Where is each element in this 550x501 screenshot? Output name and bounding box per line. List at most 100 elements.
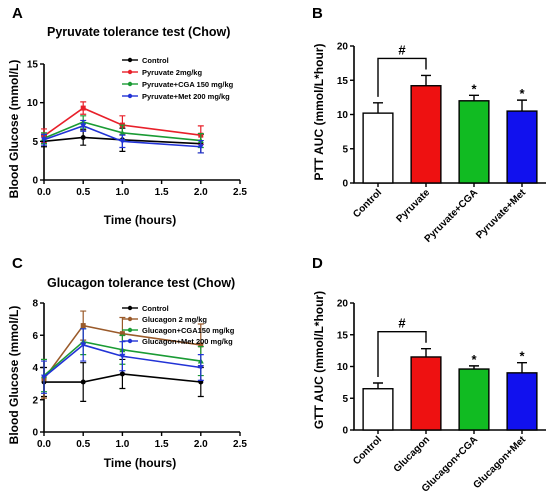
chart-c-legend-label: Glucagon 2 mg/kg [142, 315, 207, 324]
chart-d-xtick-label: Control [351, 434, 384, 467]
chart-c-legend-label: Glucagon+Met 200 mg/kg [142, 337, 233, 346]
chart-a-xtick-label: 0.5 [76, 187, 90, 198]
chart-b-bar [458, 100, 490, 184]
chart-d-ytick-label: 20 [337, 299, 349, 310]
chart-c-point [198, 342, 204, 348]
chart-b-ytick-label: 20 [337, 42, 349, 53]
chart-c-point [80, 342, 87, 348]
chart-a-series-line [43, 136, 201, 145]
chart-c-xtick-label: 1.5 [155, 439, 169, 450]
chart-c-legend-marker [127, 338, 133, 344]
chart-a-legend-label: Pyruvate+CGA 150 mg/kg [142, 80, 234, 89]
chart-d-bar [362, 388, 394, 431]
chart-a-series-line [43, 107, 201, 137]
chart-c-point [80, 379, 86, 385]
chart-d-error-bar [373, 382, 383, 389]
chart-d-significance: * [471, 352, 477, 367]
chart-a-legend-marker [127, 69, 133, 75]
chart-b-bar [362, 112, 394, 184]
chart-c-xlabel: Time (hours) [104, 456, 176, 470]
chart-a-legend-marker [127, 93, 133, 99]
chart-c-xtick-label: 0.5 [76, 439, 90, 450]
chart-d-error-bar [517, 361, 527, 373]
chart-b-ytick-label: 15 [337, 76, 349, 87]
chart-c-xtick-label: 0.0 [37, 439, 51, 450]
chart-c-ytick-label: 2 [32, 395, 38, 406]
chart-c-point [197, 365, 204, 371]
chart-a-ytick-label: 0 [32, 176, 38, 187]
chart-c-xtick-label: 2.5 [233, 439, 247, 450]
chart-b-xtick-label: Pyruvate [394, 187, 432, 225]
chart-c-legend-marker [127, 327, 133, 333]
chart-b-bracket-label: # [398, 42, 406, 57]
chart-c-ytick-label: 8 [32, 299, 38, 310]
chart-b-xtick-label: Pyruvate+Met [474, 187, 528, 241]
chart-c-ytick-label: 4 [32, 363, 38, 374]
chart-d-ylabel: GTT AUC (mmol/L*hour) [312, 291, 326, 429]
chart-a-xtick-label: 1.5 [155, 187, 169, 198]
chart-c-series-line [43, 324, 201, 380]
chart-a-xtick-label: 1.0 [115, 187, 129, 198]
chart-a-xtick-label: 2.0 [194, 187, 208, 198]
chart-a-xlabel: Time (hours) [104, 213, 176, 227]
chart-a-point [80, 105, 86, 111]
chart-c-series-line [44, 373, 201, 383]
panel-label-c: C [12, 255, 23, 272]
chart-d-ytick-label: 5 [342, 394, 348, 405]
chart-a-legend-marker [127, 57, 133, 63]
chart-c-ylabel: Blood Glucose (mmol/L) [7, 306, 21, 445]
panel-label-d: D [312, 255, 323, 272]
chart-b-xtick-label: Control [351, 187, 384, 220]
chart-a-ytick-label: 10 [27, 98, 39, 109]
chart-d-ytick-label: 15 [337, 330, 349, 341]
chart-d-xtick-label: Glucagon [392, 434, 432, 474]
chart-b-bar [410, 85, 442, 184]
chart-a-xtick-label: 0.0 [37, 187, 51, 198]
chart-a-legend-label: Control [142, 56, 169, 65]
chart-a-point [80, 123, 87, 129]
chart-b-error-bar [469, 94, 479, 101]
chart-c-point [119, 331, 125, 337]
panel-label-a: A [12, 5, 23, 22]
chart-c-legend-label: Control [142, 304, 169, 313]
chart-d-bracket-label: # [398, 316, 406, 331]
chart-c-point [80, 323, 86, 329]
chart-d-xtick-label: Glucagon+Met [471, 434, 528, 491]
chart-b-ylabel: PTT AUC (mmol/L*hour) [312, 44, 326, 181]
chart-a-legend: Control Pyruvate 2mg/kg Pyruvate+CGA 150 m… [122, 56, 234, 101]
chart-d-ytick-label: 0 [342, 426, 348, 437]
chart-d-ytick-label: 10 [337, 362, 349, 373]
chart-b-bar [506, 110, 538, 184]
chart-a-ylabel: Blood Glucose (mmol/L) [7, 60, 21, 199]
chart-b-significance: * [519, 86, 525, 101]
chart-a-legend-label: Pyruvate+Met 200 mg/kg [142, 92, 230, 101]
chart-a-point [119, 129, 126, 136]
chart-c-point [119, 371, 125, 377]
chart-a-title: Pyruvate tolerance test (Chow) [47, 25, 230, 39]
chart-c-line: 0 2 4 6 8 0.0 0.5 1.0 1.5 2.0 2.5 Control Glucagon 2… [32, 299, 247, 451]
chart-c-legend-marker [127, 316, 133, 322]
chart-b-ytick-label: 5 [342, 144, 348, 155]
chart-b-significance: * [471, 81, 477, 96]
chart-c-series-line [43, 344, 201, 378]
chart-c-point [119, 353, 126, 360]
chart-d-bar [410, 356, 442, 431]
chart-a-point [119, 138, 126, 145]
chart-a-series-line [43, 125, 201, 148]
chart-c-legend-label: Glucagon+CGA150 mg/kg [142, 326, 235, 335]
chart-c-xtick-label: 2.0 [194, 439, 208, 450]
chart-b-error-bar [517, 99, 527, 112]
chart-d-bar [506, 372, 538, 431]
chart-c-ytick-label: 6 [32, 331, 38, 342]
chart-a-point [80, 134, 86, 140]
chart-a-point [41, 137, 47, 143]
chart-d-significance: * [519, 349, 525, 364]
chart-a-legend-marker [127, 81, 133, 87]
chart-a-ytick-label: 5 [32, 137, 38, 148]
chart-a-ytick-label: 15 [27, 60, 39, 71]
chart-a-point [197, 144, 204, 150]
chart-c-ytick-label: 0 [32, 428, 38, 439]
chart-b-error-bar [373, 102, 383, 114]
